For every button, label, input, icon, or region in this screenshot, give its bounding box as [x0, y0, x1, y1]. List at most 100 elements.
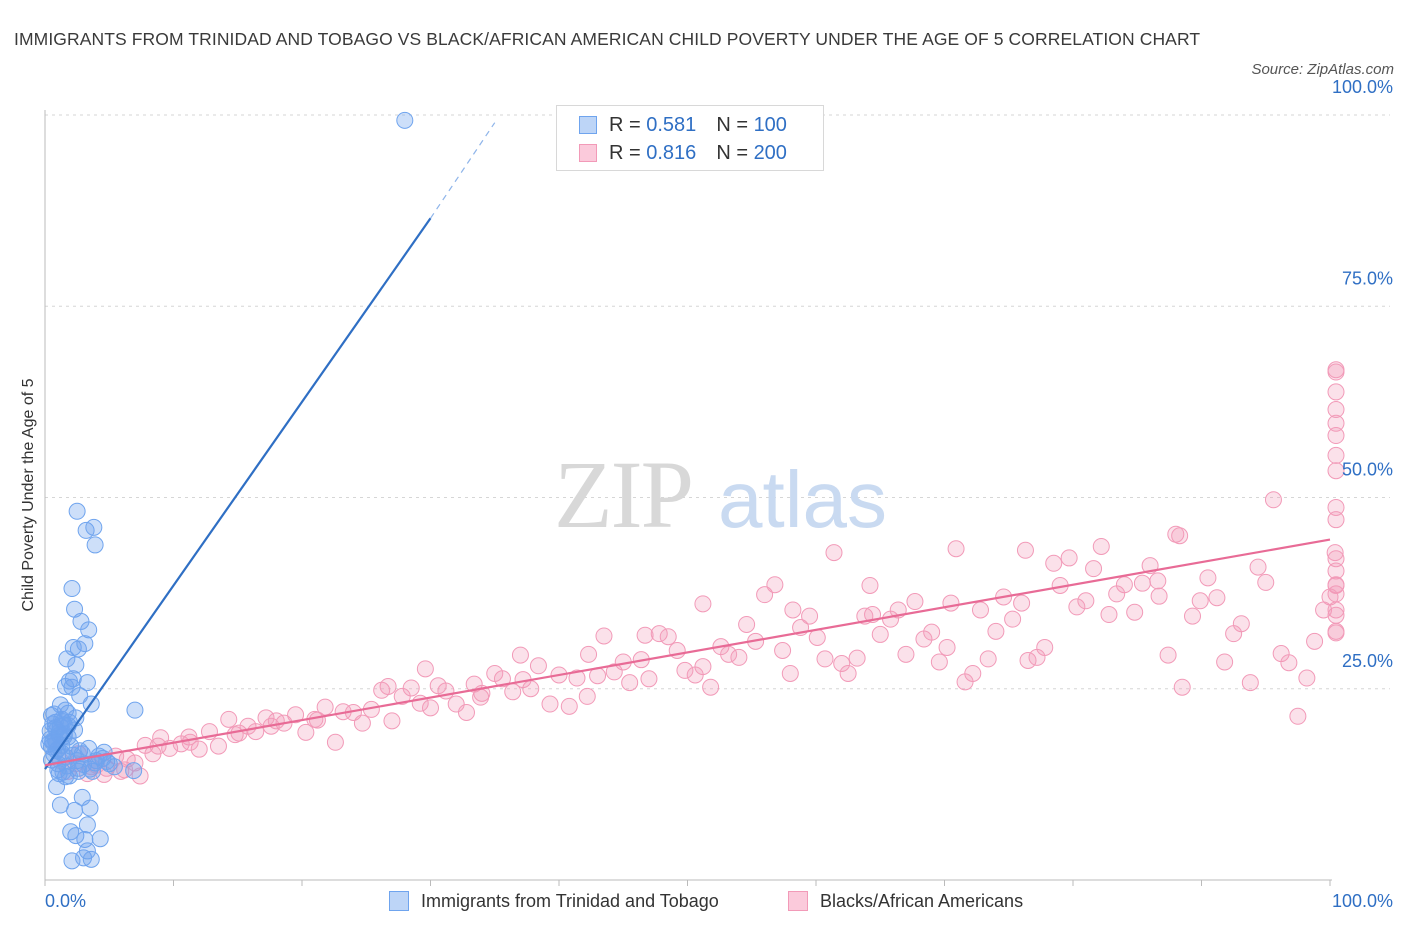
black-point-134 [1232, 615, 1250, 633]
black-point-152 [1327, 511, 1345, 529]
r-label: R = [609, 114, 647, 136]
black-point-110 [1036, 638, 1054, 656]
r-label: R = [609, 142, 647, 164]
black-point-172 [694, 595, 712, 613]
trinidad-point-79 [125, 762, 143, 780]
black-point-70 [702, 678, 720, 696]
y-tick-label-2: 75.0% [1342, 268, 1393, 288]
black-legend-swatch [788, 891, 808, 911]
trinidad-point-22 [76, 635, 94, 653]
trinidad-point-25 [66, 600, 84, 618]
black-point-131 [1208, 589, 1226, 607]
legend-item-trinidad[interactable]: Immigrants from Trinidad and Tobago [389, 889, 719, 913]
trinidad-point-26 [63, 580, 81, 598]
black-point-141 [1289, 707, 1307, 725]
black-point-15 [190, 740, 208, 758]
trinidad-point-31 [71, 687, 89, 705]
black-point-18 [220, 710, 238, 728]
black-point-182 [181, 733, 199, 751]
black-point-64 [650, 625, 668, 643]
trinidad-point-49 [81, 799, 99, 817]
black-point-86 [839, 664, 857, 682]
n-label: N = [716, 114, 754, 136]
black-point-163 [1327, 363, 1345, 381]
black-point-176 [472, 688, 490, 706]
trinidad-trend-extension [430, 122, 496, 219]
black-point-125 [1159, 646, 1177, 664]
stats-row-trinidad: R = 0.581 N = 100 [579, 112, 787, 138]
black-point-69 [694, 658, 712, 676]
black-point-106 [1004, 610, 1022, 628]
black-point-87 [848, 649, 866, 667]
trinidad-point-98 [396, 111, 414, 129]
black-point-55 [568, 669, 586, 687]
black-point-120 [1115, 576, 1133, 594]
y-tick-labels: 25.0% 50.0% 75.0% 100.0% [1332, 77, 1393, 671]
black-point-108 [1019, 651, 1037, 669]
black-point-174 [580, 645, 598, 663]
black-point-56 [578, 687, 596, 705]
y-tick-label-3: 100.0% [1332, 77, 1393, 97]
trinidad-trend-line [44, 217, 432, 770]
black-point-61 [621, 674, 639, 692]
series-black-points [51, 361, 1345, 785]
black-point-21 [247, 723, 265, 741]
black-point-179 [308, 711, 326, 729]
trinidad-point-94 [69, 762, 87, 780]
black-point-137 [1257, 573, 1275, 591]
black-point-58 [595, 627, 613, 645]
black-point-136 [1249, 558, 1267, 576]
black-point-118 [1100, 606, 1118, 624]
trinidad-point-58 [82, 850, 100, 868]
black-point-166 [1171, 527, 1189, 545]
black-point-161 [1327, 446, 1345, 464]
black-point-138 [1264, 491, 1282, 509]
black-point-17 [209, 737, 227, 755]
black-point-164 [1327, 601, 1345, 619]
trinidad-point-29 [85, 518, 103, 536]
black-point-156 [1327, 462, 1345, 480]
black-point-29 [326, 733, 344, 751]
black-point-115 [1077, 592, 1095, 610]
black-point-169 [942, 594, 960, 612]
stats-legend: R = 0.581 N = 100 R = 0.816 N = 200 [556, 105, 824, 171]
grid-lines [45, 114, 1390, 690]
y-tick-label-0: 25.0% [1342, 651, 1393, 671]
black-point-157 [1327, 414, 1345, 432]
black-point-181 [226, 726, 244, 744]
black-point-160 [1327, 383, 1345, 401]
trinidad-point-90 [64, 670, 82, 688]
black-point-54 [560, 697, 578, 715]
black-point-177 [416, 660, 434, 678]
black-point-135 [1241, 674, 1259, 692]
black-point-25 [287, 706, 305, 724]
black-swatch [579, 144, 597, 162]
trinidad-legend-swatch [389, 891, 409, 911]
black-point-142 [1298, 669, 1316, 687]
black-point-73 [730, 648, 748, 666]
legend-item-black[interactable]: Blacks/African Americans [788, 889, 1023, 913]
trinidad-swatch [579, 116, 597, 134]
black-point-103 [979, 650, 997, 668]
y-tick-label-1: 50.0% [1342, 460, 1393, 480]
trinidad-point-59 [78, 842, 96, 860]
black-point-167 [1149, 572, 1167, 590]
black-point-72 [720, 645, 738, 663]
n-label: N = [716, 142, 754, 164]
trinidad-point-99 [57, 701, 75, 719]
black-point-170 [861, 576, 879, 594]
trinidad-point-27 [68, 502, 86, 520]
black-point-148 [1327, 624, 1345, 642]
trinidad-point-86 [59, 704, 77, 722]
black-point-65 [659, 628, 677, 646]
black-point-82 [808, 628, 826, 646]
black-point-78 [774, 642, 792, 659]
black-point-116 [1085, 560, 1103, 578]
trinidad-point-52 [67, 827, 85, 845]
black-point-124 [1150, 587, 1168, 605]
black-point-113 [1060, 549, 1078, 567]
black-point-99 [947, 540, 965, 558]
black-point-102 [971, 601, 989, 619]
black-point-146 [1326, 544, 1344, 562]
